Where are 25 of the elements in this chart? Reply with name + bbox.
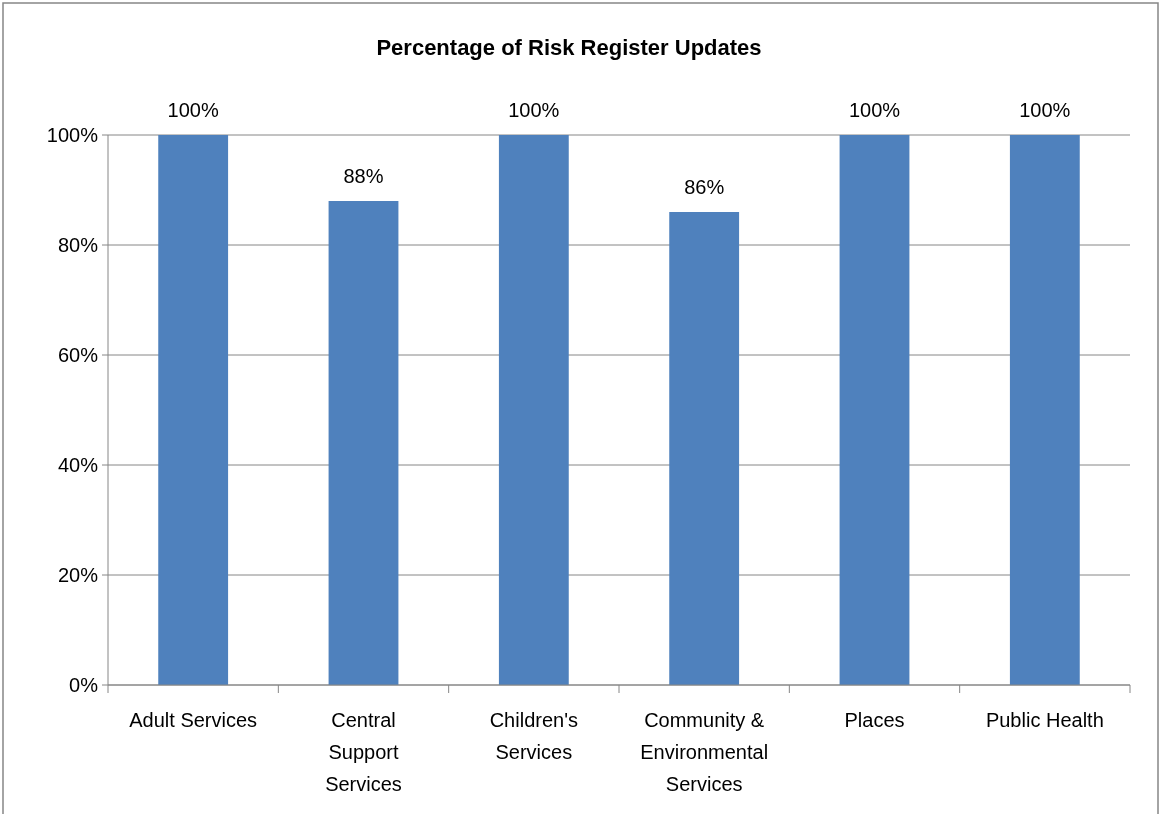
- x-tick-label: Central Support Services: [325, 709, 402, 795]
- data-label: 100%: [508, 99, 560, 121]
- y-tick-label: 80%: [57, 234, 99, 256]
- data-label: 100%: [848, 99, 901, 121]
- y-tick-label: 40%: [57, 454, 99, 476]
- bar: [158, 135, 229, 685]
- x-tick-label: Public Health: [985, 709, 1104, 731]
- y-tick-label: 20%: [57, 564, 99, 586]
- data-label: 100%: [1019, 99, 1071, 121]
- data-label: 88%: [343, 165, 384, 187]
- x-tick-label: Community & Environmental Services: [640, 709, 769, 795]
- bar: [669, 212, 740, 685]
- data-label: 100%: [167, 99, 219, 121]
- x-tick-label: Places: [844, 709, 905, 731]
- bar: [839, 135, 910, 685]
- bar: [1009, 135, 1080, 685]
- y-tick-label: 60%: [57, 344, 99, 366]
- bar: [498, 135, 569, 685]
- bar: [328, 201, 399, 685]
- y-tick-label: 0%: [69, 674, 99, 696]
- chart-title: Percentage of Risk Register Updates: [376, 35, 762, 60]
- x-tick-label: Adult Services: [129, 709, 258, 731]
- data-label: 86%: [684, 176, 725, 198]
- y-tick-label: 100%: [46, 124, 99, 146]
- x-tick-label: Children's Services: [489, 709, 578, 763]
